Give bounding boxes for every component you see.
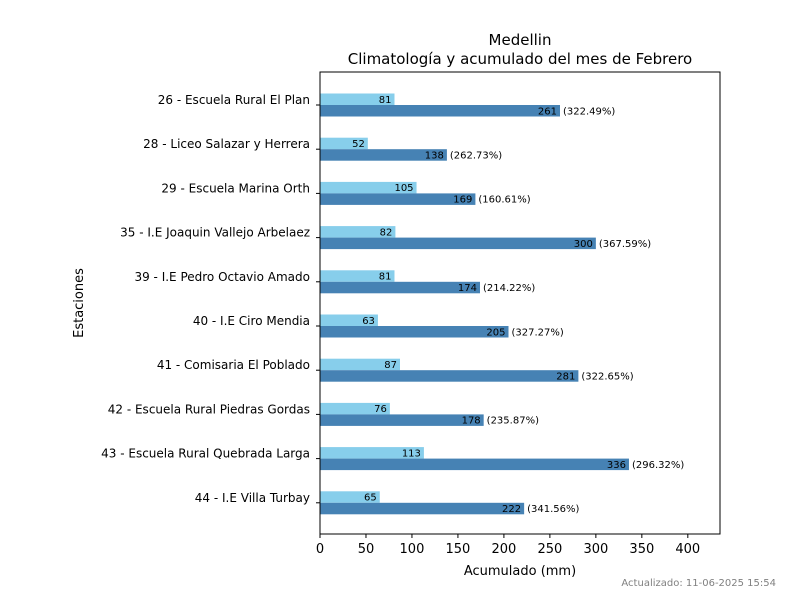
- accumulated-bar: [320, 370, 579, 382]
- percent-label: (367.59%): [599, 239, 651, 250]
- chart-title: Medellin: [489, 31, 552, 49]
- climatology-value-label: 76: [374, 404, 387, 415]
- accumulated-value-label: 336: [607, 460, 626, 471]
- x-axis-label: Acumulado (mm): [464, 564, 576, 579]
- climatology-bar: [320, 402, 390, 415]
- accumulated-bar: [320, 193, 476, 205]
- x-ticks: 0 50 100 150 200 250 300 350 400: [316, 534, 700, 557]
- station-label: 41 - Comisaria El Poblado: [157, 358, 310, 372]
- climatology-bar: [320, 491, 380, 503]
- climatology-value-label: 81: [379, 95, 392, 106]
- climatology-value-label: 65: [364, 493, 377, 504]
- x-tick-label: 50: [358, 542, 375, 557]
- percent-label: (322.65%): [581, 371, 633, 382]
- chart-subtitle: Climatología y acumulado del mes de Febr…: [348, 50, 692, 68]
- accumulated-bar: [320, 326, 509, 338]
- x-tick-label: 400: [675, 542, 700, 557]
- station-label: 40 - I.E Ciro Mendia: [193, 314, 310, 328]
- station-label: 44 - I.E Villa Turbay: [195, 491, 310, 505]
- station-label: 28 - Liceo Salazar y Herrera: [143, 137, 310, 151]
- climatology-value-label: 105: [394, 183, 413, 194]
- accumulated-value-label: 169: [453, 195, 472, 206]
- percent-label: (214.22%): [483, 283, 535, 294]
- x-tick-label: 200: [491, 542, 516, 557]
- accumulated-value-label: 178: [462, 416, 481, 427]
- climatology-bar: [320, 314, 378, 326]
- accumulated-bar: [320, 502, 525, 515]
- accumulated-bar: [320, 414, 484, 426]
- climatology-bar: [320, 358, 400, 371]
- percent-label: (262.73%): [450, 150, 502, 161]
- station-label: 35 - I.E Joaquin Vallejo Arbelaez: [120, 226, 310, 240]
- x-tick-label: 0: [316, 542, 324, 557]
- climatology-value-label: 82: [380, 227, 393, 238]
- climatology-bar: [320, 93, 395, 105]
- accumulated-value-label: 281: [556, 371, 575, 382]
- accumulated-value-label: 205: [486, 327, 505, 338]
- x-tick-label: 250: [537, 542, 562, 557]
- x-tick-label: 350: [629, 542, 654, 557]
- x-tick-label: 100: [400, 542, 425, 557]
- climatology-bar: [320, 270, 395, 282]
- percent-label: (296.32%): [632, 460, 684, 471]
- percent-label: (235.87%): [487, 416, 539, 427]
- station-label: 26 - Escuela Rural El Plan: [158, 93, 310, 107]
- accumulated-value-label: 174: [458, 283, 477, 294]
- climatology-bar: [320, 447, 424, 459]
- x-tick-label: 300: [583, 542, 608, 557]
- accumulated-value-label: 300: [574, 239, 593, 250]
- y-tick-labels: 26 - Escuela Rural El Plan 28 - Liceo Sal…: [101, 93, 320, 505]
- accumulated-bar: [320, 237, 596, 250]
- station-label: 39 - I.E Pedro Octavio Amado: [134, 270, 310, 284]
- station-label: 43 - Escuela Rural Quebrada Larga: [101, 447, 310, 461]
- percent-label: (327.27%): [512, 327, 564, 338]
- station-label: 42 - Escuela Rural Piedras Gordas: [108, 402, 310, 416]
- accumulated-bar: [320, 149, 447, 161]
- climatology-bar: [320, 137, 368, 150]
- climatology-value-label: 87: [384, 360, 397, 371]
- accumulated-bar: [320, 458, 629, 471]
- accumulated-bar: [320, 281, 480, 294]
- updated-timestamp: Actualizado: 11-06-2025 15:54: [621, 578, 776, 589]
- climatology-bar: [320, 226, 396, 238]
- accumulated-value-label: 222: [502, 504, 521, 515]
- percent-label: (160.61%): [478, 195, 530, 206]
- climatology-bar: [320, 181, 417, 194]
- percent-label: (341.56%): [527, 504, 579, 515]
- accumulated-value-label: 261: [538, 106, 557, 117]
- station-label: 29 - Escuela Marina Orth: [161, 181, 310, 195]
- climatology-value-label: 113: [402, 448, 421, 459]
- climatology-value-label: 81: [379, 272, 392, 283]
- climatology-value-label: 52: [352, 139, 365, 150]
- bars-group: 81 261 (322.49%) 52 138 (262.73%) 105 169 (160.6…: [320, 93, 684, 515]
- climatology-value-label: 63: [362, 316, 375, 327]
- accumulated-value-label: 138: [425, 150, 444, 161]
- percent-label: (322.49%): [563, 106, 615, 117]
- y-axis-label: Estaciones: [72, 268, 87, 338]
- plot-frame: [319, 71, 721, 535]
- accumulated-bar: [320, 105, 560, 117]
- x-tick-label: 150: [446, 542, 471, 557]
